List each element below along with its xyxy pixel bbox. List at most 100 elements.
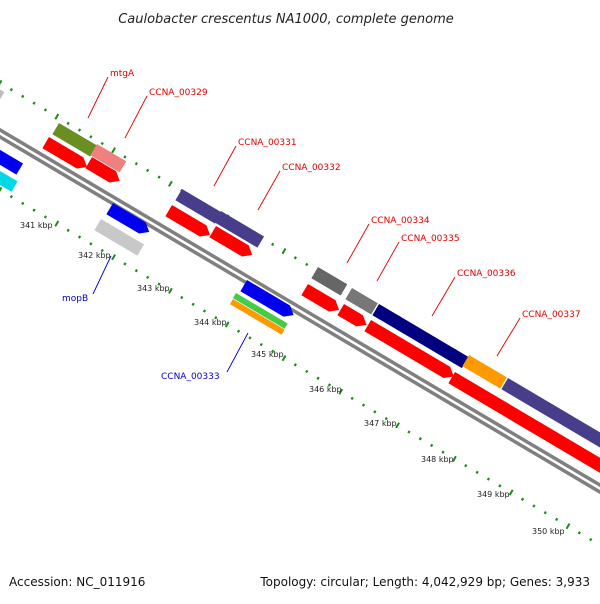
gene-mtgA-block[interactable] (52, 122, 97, 157)
gene-blue-arrow-2[interactable] (240, 280, 297, 321)
outer-track-major-tick (281, 248, 287, 255)
inner-track-minor-tick (305, 369, 309, 374)
inner-track-minor-tick (430, 443, 434, 448)
backbone-gap (0, 132, 600, 490)
callout-ccna00332 (257, 170, 281, 211)
callout-ccna00337 (496, 317, 521, 357)
gene-arrow (448, 372, 600, 485)
gene-features (0, 86, 600, 489)
inner-track-minor-tick (21, 201, 25, 206)
inner-track-major-tick (168, 287, 173, 294)
inner-track-major-tick (224, 321, 230, 328)
callout-ccna00335 (376, 241, 400, 282)
gene-red-arrow-6[interactable] (337, 304, 369, 330)
inner-track-minor-tick (555, 517, 559, 522)
inner-track-major-tick (0, 186, 3, 193)
outer-track-minor-tick (21, 94, 25, 99)
gene-ccna00336-block[interactable] (372, 304, 469, 369)
gene-ccna00335-block[interactable] (345, 288, 378, 315)
genome-summary-text: Topology: circular; Length: 4,042,929 bp… (259, 575, 590, 589)
outer-track-minor-tick (66, 121, 70, 126)
gene-label-mopB[interactable]: mopB (62, 294, 88, 304)
callout-mopB (92, 255, 112, 295)
gene-arrow (364, 320, 454, 379)
gene-labels: mtgA CCNA_00329 CCNA_00331 CCNA_00332 CC… (62, 69, 581, 382)
gene-block (232, 293, 288, 329)
gene-label-ccna00337[interactable]: CCNA_00337 (522, 310, 581, 320)
gene-label-ccna00331[interactable]: CCNA_00331 (238, 138, 297, 148)
inner-track-minor-tick (214, 316, 218, 320)
kbp-label-346: 346 kbp (309, 385, 342, 394)
gene-ccna00329-block[interactable] (90, 144, 127, 173)
gene-grey-partial[interactable] (0, 86, 5, 99)
inner-track-major-tick (54, 220, 60, 227)
gene-label-ccna00332[interactable]: CCNA_00332 (282, 163, 341, 173)
gene-red-arrow-5[interactable] (301, 284, 342, 316)
gene-label-ccna00329[interactable]: CCNA_00329 (149, 88, 208, 98)
outer-track-minor-tick (293, 256, 297, 260)
inner-track-minor-tick (43, 215, 48, 219)
gene-red-arrow-3[interactable] (165, 205, 213, 241)
callout-ccna00329 (124, 95, 148, 139)
gene-block (311, 267, 348, 296)
callout-ccna00331 (213, 145, 237, 187)
inner-track-major-tick (395, 422, 400, 429)
kbp-label-342: 342 kbp (78, 251, 111, 260)
inner-track-minor-tick (373, 410, 377, 414)
gene-mopB-block[interactable] (94, 219, 145, 256)
outer-track-minor-tick (146, 168, 150, 173)
gene-block (214, 211, 265, 248)
gene-label-ccna00336[interactable]: CCNA_00336 (457, 269, 516, 279)
gene-red-arrow-1[interactable] (42, 137, 90, 173)
gene-ccna00331-block[interactable] (175, 189, 222, 224)
gene-label-ccna00333[interactable]: CCNA_00333 (161, 372, 220, 382)
gene-ccna00332-block[interactable] (214, 211, 265, 248)
gene-block (345, 288, 378, 315)
inner-track-minor-tick (464, 463, 468, 468)
gene-red-arrow-8[interactable] (448, 372, 600, 489)
inner-track-minor-tick (486, 477, 491, 481)
gene-label-ccna00335[interactable]: CCNA_00335 (401, 234, 460, 244)
gene-arrow (106, 203, 150, 234)
inner-track-minor-tick (293, 363, 297, 367)
gene-arrow (85, 157, 120, 183)
inner-track-minor-tick (441, 450, 445, 454)
inner-track-minor-tick (577, 531, 581, 535)
gene-ccna00333-block[interactable] (229, 299, 285, 335)
callout-ccna00333 (226, 332, 249, 373)
kbp-labels: 341 kbp 342 kbp 343 kbp 344 kbp 345 kbp … (20, 221, 565, 536)
outer-track-major-tick (0, 79, 3, 86)
gene-red-arrow-2[interactable] (85, 157, 123, 187)
inner-track-minor-tick (157, 282, 161, 286)
gene-block (501, 378, 600, 451)
kbp-label-350: 350 kbp (532, 527, 565, 536)
inner-track-minor-tick (77, 235, 82, 239)
gene-ccna00337-block[interactable] (462, 355, 507, 389)
gene-label-mtgA[interactable]: mtgA (110, 69, 135, 79)
callout-lines (87, 76, 521, 373)
gene-block (462, 355, 507, 389)
gene-block (372, 304, 469, 369)
outer-track-minor-tick (157, 175, 161, 179)
accession-text: Accession: NC_011916 (9, 575, 145, 589)
gene-arrow (337, 304, 367, 327)
inner-track-minor-tick (100, 248, 104, 253)
genome-title: Caulobacter crescentus NA1000, complete … (118, 12, 454, 27)
gene-red-arrow-4[interactable] (209, 226, 255, 261)
kbp-label-349: 349 kbp (477, 490, 510, 499)
gene-blue-partial[interactable] (0, 138, 24, 175)
gene-blue-arrow-mopB[interactable] (106, 203, 152, 238)
gene-red-arrow-7[interactable] (364, 320, 457, 382)
gene-label-ccna00334[interactable]: CCNA_00334 (371, 216, 430, 226)
inner-track-minor-tick (9, 195, 13, 199)
gene-block (52, 122, 97, 157)
gene-green-block[interactable] (232, 293, 288, 329)
gene-slate-block[interactable] (501, 378, 600, 451)
inner-track-minor-tick (327, 383, 332, 387)
gene-ccna00334-block[interactable] (311, 267, 348, 296)
inner-track-minor-tick (520, 497, 525, 501)
inner-track-major-tick (508, 489, 514, 496)
gene-cyan-partial[interactable] (0, 158, 18, 192)
inner-track-major-tick (338, 388, 344, 395)
